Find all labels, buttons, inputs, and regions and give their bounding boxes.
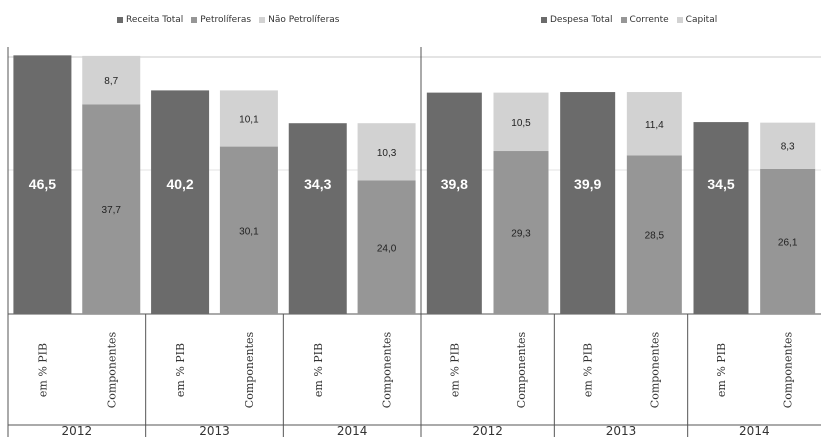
legend-label: Não Petrolíferas bbox=[268, 15, 340, 25]
x-tick-label: em % PIB bbox=[174, 343, 187, 397]
data-label-segment: 24,0 bbox=[377, 243, 397, 254]
x-tick-label: Componentes bbox=[515, 331, 528, 408]
bar-segment-nao-petroliferas bbox=[82, 55, 141, 105]
year-label: 2014 bbox=[337, 424, 368, 437]
x-tick-label: Componentes bbox=[243, 331, 256, 408]
bar-total bbox=[693, 122, 749, 314]
bar-segment-petroliferas bbox=[357, 180, 416, 314]
x-tick-label: em % PIB bbox=[582, 343, 595, 397]
legend-swatch bbox=[620, 17, 627, 23]
data-label-segment: 8,7 bbox=[104, 76, 118, 87]
data-label-segment: 30,1 bbox=[239, 226, 259, 237]
legend-item-series-2: Capital bbox=[676, 15, 718, 25]
x-tick-label: em % PIB bbox=[36, 343, 49, 397]
legend-item-total: Despesa Total bbox=[541, 15, 613, 25]
data-label-total: 39,9 bbox=[574, 176, 601, 192]
data-label-segment: 28,5 bbox=[645, 231, 665, 242]
legend-swatch bbox=[676, 17, 683, 23]
legend-item-series-1: Corrente bbox=[620, 15, 669, 25]
legend-swatch bbox=[117, 17, 123, 23]
data-label-total: 46,5 bbox=[29, 176, 56, 192]
legend-swatch bbox=[541, 17, 547, 23]
bar-total bbox=[560, 92, 616, 315]
bar-segment-corrente bbox=[760, 168, 816, 314]
bar-segment-nao-petroliferas bbox=[219, 90, 278, 147]
data-label-total: 40,2 bbox=[166, 176, 193, 192]
data-label-segment: 29,3 bbox=[511, 229, 531, 240]
bar-segment-corrente bbox=[493, 151, 549, 314]
x-tick-label: em % PIB bbox=[448, 343, 461, 397]
x-tick-label: Componentes bbox=[782, 331, 795, 408]
legend-label: Petrolíferas bbox=[200, 15, 252, 25]
bar-total bbox=[13, 55, 72, 314]
data-label-segment: 11,4 bbox=[645, 120, 664, 131]
year-label: 2012 bbox=[62, 424, 93, 437]
legend-expenditure: Despesa Total Corrente Capital bbox=[541, 15, 717, 25]
legend-swatch bbox=[259, 17, 266, 23]
bar-segment-petroliferas bbox=[82, 104, 141, 314]
bar-segment-nao-petroliferas bbox=[357, 123, 416, 181]
x-tick-label: Componentes bbox=[105, 331, 118, 408]
data-label-total: 34,3 bbox=[304, 176, 331, 192]
legend-item-total: Receita Total bbox=[117, 15, 183, 25]
bar-total bbox=[151, 90, 210, 314]
bar-segment-corrente bbox=[626, 155, 682, 314]
year-label: 2014 bbox=[739, 424, 770, 437]
year-label: 2013 bbox=[199, 424, 230, 437]
data-label-segment: 8,3 bbox=[781, 142, 795, 153]
x-tick-label: Componentes bbox=[381, 331, 394, 408]
legend-label: Corrente bbox=[629, 15, 669, 25]
bar-segment-capital bbox=[760, 122, 816, 169]
bar-total bbox=[426, 92, 482, 314]
data-label-total: 39,8 bbox=[441, 176, 468, 192]
year-label: 2012 bbox=[472, 424, 503, 437]
x-tick-label: em % PIB bbox=[312, 343, 325, 397]
legend-label: Capital bbox=[685, 15, 718, 25]
x-tick-label: Componentes bbox=[648, 331, 661, 408]
data-label-segment: 37,7 bbox=[102, 205, 122, 216]
data-label-segment: 10,1 bbox=[239, 114, 259, 125]
legend-item-series-2: Não Petrolíferas bbox=[259, 15, 340, 25]
legend-label: Despesa Total bbox=[550, 15, 613, 25]
x-tick-label: em % PIB bbox=[715, 343, 728, 397]
data-label-segment: 10,5 bbox=[511, 118, 531, 129]
data-label-total: 34,5 bbox=[707, 176, 734, 192]
bar-total bbox=[288, 123, 347, 314]
bar-segment-petroliferas bbox=[219, 146, 278, 314]
year-label: 2013 bbox=[606, 424, 637, 437]
data-label-segment: 26,1 bbox=[778, 237, 798, 248]
legend-swatch bbox=[191, 17, 198, 23]
legend-revenue: Receita Total Petrolíferas Não Petrolífe… bbox=[117, 15, 340, 25]
bar-segment-capital bbox=[626, 92, 682, 156]
legend-item-series-1: Petrolíferas bbox=[191, 15, 251, 25]
data-label-segment: 10,3 bbox=[377, 148, 397, 159]
legend-label: Receita Total bbox=[126, 15, 184, 25]
bar-segment-capital bbox=[493, 92, 549, 152]
